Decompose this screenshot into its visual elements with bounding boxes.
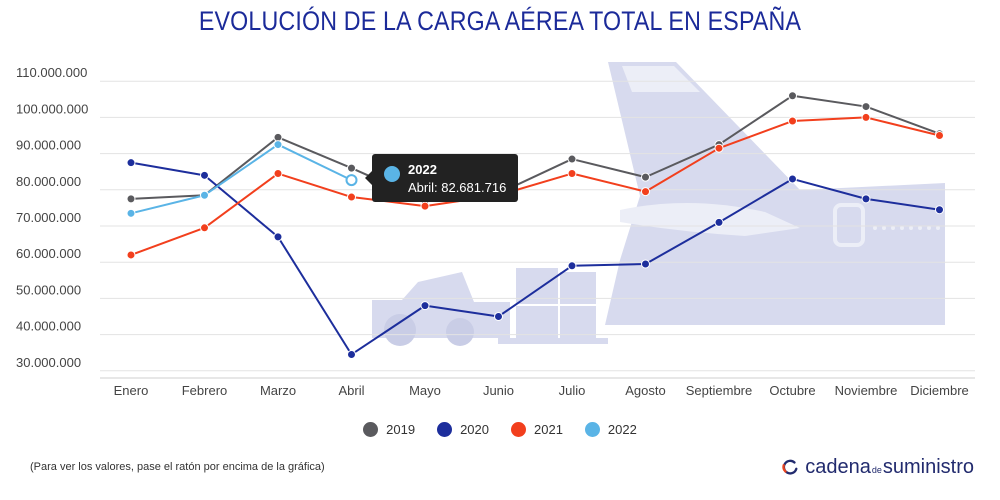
x-tick-label: Marzo: [260, 383, 296, 398]
airplane-tail-icon: [605, 62, 945, 325]
data-point-2020[interactable]: [861, 194, 871, 204]
tooltip-series-dot: [384, 166, 400, 182]
legend-item-2019[interactable]: 2019: [363, 422, 415, 437]
airplane-wing-icon: [620, 202, 800, 236]
legend-dot: [363, 422, 379, 437]
y-tick-label: 100.000.000: [16, 101, 88, 116]
data-point-2019[interactable]: [347, 163, 356, 173]
data-point-2020[interactable]: [641, 259, 650, 269]
y-tick-label: 80.000.000: [16, 174, 81, 189]
series-2022[interactable]: [126, 140, 358, 218]
brand-name-part3: suministro: [882, 456, 974, 478]
data-point-2022[interactable]: [126, 208, 136, 218]
series-lines[interactable]: [126, 91, 944, 359]
data-point-2021[interactable]: [641, 187, 650, 197]
y-tick-label: 60.000.000: [16, 246, 81, 261]
chart-title: EVOLUCIÓN DE LA CARGA AÉREA TOTAL EN ESP…: [198, 6, 802, 36]
x-tick-label: Agosto: [625, 383, 665, 398]
data-point-2021[interactable]: [126, 250, 136, 260]
legend-dot: [584, 422, 600, 437]
legend-item-2021[interactable]: 2021: [511, 422, 563, 437]
series-2020[interactable]: [126, 158, 944, 359]
data-point-2021[interactable]: [200, 223, 209, 233]
legend-label: 2020: [460, 422, 489, 437]
x-tick-label: Junio: [483, 383, 514, 398]
y-tick-label: 110.000.000: [16, 65, 87, 80]
airplane-windows-icon: [873, 226, 940, 230]
data-point-2021[interactable]: [788, 116, 797, 126]
x-tick-label: Enero: [114, 383, 149, 398]
tooltip: 2022 Abril: 82.681.716: [365, 154, 518, 202]
y-tick-label: 70.000.000: [16, 210, 81, 225]
y-tick-label: 40.000.000: [16, 319, 81, 334]
x-tick-label: Noviembre: [835, 383, 898, 398]
data-point-2022[interactable]: [273, 140, 283, 150]
data-point-2019[interactable]: [861, 102, 871, 112]
x-tick-label: Mayo: [409, 383, 441, 398]
background-illustration: [372, 62, 945, 346]
data-point-2020[interactable]: [347, 349, 356, 359]
data-point-2020[interactable]: [788, 174, 797, 184]
legend-dot: [511, 422, 526, 437]
legend-item-2022[interactable]: 2022: [584, 422, 637, 437]
data-point-2022[interactable]: [200, 190, 209, 200]
brand-name-part1: cadena: [805, 456, 871, 478]
series-2019[interactable]: [126, 91, 944, 206]
brand-logo: cadena de suministro: [781, 455, 974, 479]
data-point-2022[interactable]: [345, 174, 358, 187]
x-tick-label: Septiembre: [686, 383, 752, 398]
airplane-stripe-icon: [622, 66, 700, 92]
data-point-2019[interactable]: [641, 172, 650, 182]
x-axis-ticks: Enero Febrero Marzo Abril Mayo Junio Julio Agos…: [114, 383, 969, 398]
footnote: (Para ver los valores, pase el ratón por…: [30, 461, 325, 473]
data-point-2019[interactable]: [788, 91, 797, 101]
brand-name-part2: de: [871, 465, 882, 475]
x-tick-label: Octubre: [769, 383, 815, 398]
data-point-2020[interactable]: [935, 205, 944, 215]
tooltip-arrow: [365, 171, 372, 185]
data-point-2020[interactable]: [273, 232, 283, 242]
data-point-2021[interactable]: [420, 201, 430, 211]
legend: 2019 2020 2021 2022: [0, 422, 1000, 437]
y-tick-label: 30.000.000: [16, 355, 81, 370]
y-tick-label: 90.000.000: [16, 138, 81, 153]
data-point-2021[interactable]: [273, 169, 283, 179]
data-point-2021[interactable]: [567, 169, 577, 179]
legend-item-2020[interactable]: 2020: [437, 422, 489, 437]
x-tick-label: Febrero: [182, 383, 228, 398]
data-point-2020[interactable]: [494, 311, 503, 321]
data-point-2021[interactable]: [861, 112, 871, 122]
x-tick-label: Abril: [338, 383, 364, 398]
airplane-door-icon: [833, 203, 865, 247]
data-point-2020[interactable]: [200, 170, 209, 180]
series-line-2020[interactable]: [130, 161, 940, 356]
legend-label: 2022: [607, 422, 637, 437]
series-line-2021[interactable]: [130, 116, 940, 256]
tooltip-value: Abril: 82.681.716: [408, 180, 507, 195]
series-line-2019[interactable]: [130, 94, 940, 202]
y-tick-label: 50.000.000: [16, 282, 81, 297]
data-point-2019[interactable]: [567, 154, 577, 164]
data-point-2021[interactable]: [935, 131, 944, 141]
data-point-2021[interactable]: [347, 192, 356, 202]
brand-icon: [782, 459, 798, 475]
data-point-2020[interactable]: [126, 158, 136, 168]
data-point-2020[interactable]: [567, 261, 577, 271]
y-axis-ticks: 30.000.000 40.000.000 50.000.000 60.000.000…: [16, 65, 88, 370]
data-point-2019[interactable]: [126, 194, 136, 204]
data-point-2020[interactable]: [420, 301, 430, 311]
x-tick-label: Julio: [559, 383, 586, 398]
tooltip-title: 2022: [408, 162, 437, 177]
data-point-2020[interactable]: [714, 217, 724, 227]
legend-label: 2021: [534, 422, 563, 437]
legend-dot: [437, 422, 453, 437]
x-tick-label: Diciembre: [910, 383, 969, 398]
legend-label: 2019: [386, 422, 416, 437]
series-line-2022[interactable]: [130, 143, 352, 215]
data-point-2021[interactable]: [714, 143, 724, 153]
